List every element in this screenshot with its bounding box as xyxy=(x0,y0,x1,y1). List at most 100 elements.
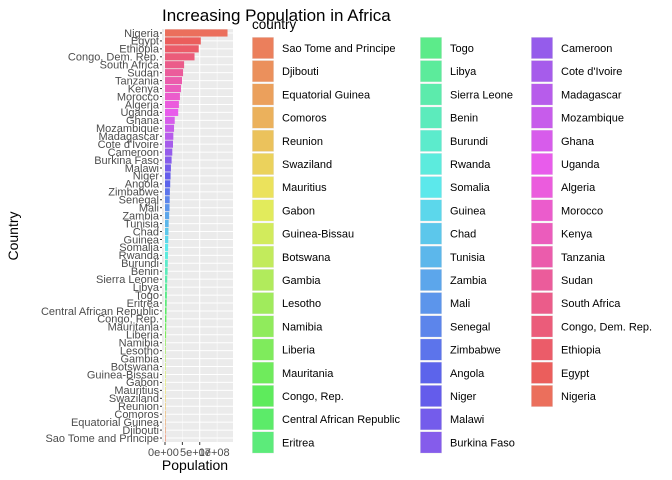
y-tick-label: Gambia xyxy=(120,353,159,365)
bar xyxy=(165,259,168,267)
legend-swatch xyxy=(420,83,442,105)
bar xyxy=(165,283,168,291)
bar xyxy=(165,196,170,204)
bar xyxy=(165,172,171,180)
bar xyxy=(165,61,185,69)
legend-label: Congo, Rep. xyxy=(282,391,344,403)
legend-swatch xyxy=(420,176,442,198)
y-tick-label: Guinea-Bissau xyxy=(87,369,159,381)
legend-label: Gambia xyxy=(282,275,321,287)
y-tick-label: Morocco xyxy=(117,91,159,103)
y-tick-label: Mozambique xyxy=(96,123,159,135)
legend-label: South Africa xyxy=(561,298,621,310)
legend-label: Madagascar xyxy=(561,89,622,101)
bar xyxy=(165,204,170,212)
legend-swatch xyxy=(531,153,553,175)
y-tick-label: Madagascar xyxy=(98,131,159,143)
legend-swatch xyxy=(420,362,442,384)
legend-swatch xyxy=(420,269,442,291)
legend-swatch xyxy=(252,83,274,105)
y-tick-label: Chad xyxy=(133,226,159,238)
y-tick-label: Reunion xyxy=(118,401,159,413)
y-tick-label: Lesotho xyxy=(120,345,159,357)
legend-label: Egypt xyxy=(561,368,589,380)
y-tick-label: Sierra Leone xyxy=(96,274,159,286)
bar xyxy=(165,426,166,434)
legend-label: Burundi xyxy=(450,136,488,148)
bar xyxy=(165,37,201,45)
x-tick-label: 5e+07 xyxy=(180,447,211,459)
legend-label: Nigeria xyxy=(561,391,597,403)
legend-label: Guinea xyxy=(450,205,486,217)
legend-label: Comoros xyxy=(282,113,327,125)
legend-swatch xyxy=(531,385,553,407)
bar xyxy=(165,188,170,196)
legend-label: Central African Republic xyxy=(282,414,401,426)
legend-label: Swaziland xyxy=(282,159,332,171)
bar xyxy=(165,243,169,251)
y-tick-label: Niger xyxy=(133,171,160,183)
y-tick-label: Mauritania xyxy=(108,322,160,334)
bar xyxy=(165,164,171,172)
legend-swatch xyxy=(420,385,442,407)
y-tick-label: Angola xyxy=(125,179,160,191)
legend-swatch xyxy=(531,107,553,129)
y-tick-label: Cameroon xyxy=(108,147,159,159)
legend-swatch xyxy=(252,362,274,384)
y-tick-label: Congo, Dem. Rep. xyxy=(68,52,159,64)
legend-swatch xyxy=(420,153,442,175)
y-axis-title: Country xyxy=(5,211,21,260)
bar xyxy=(165,148,173,156)
legend-swatch xyxy=(420,130,442,152)
bar xyxy=(165,355,166,363)
legend-label: Equatorial Guinea xyxy=(282,89,371,101)
bar xyxy=(165,315,167,323)
y-tick-label: Mali xyxy=(139,203,159,215)
bar xyxy=(165,402,166,410)
bar xyxy=(165,227,169,236)
legend-label: Senegal xyxy=(450,321,490,333)
legend-label: Namibia xyxy=(282,321,323,333)
legend-label: Tunisia xyxy=(450,252,486,264)
bar xyxy=(165,434,166,442)
bar xyxy=(165,84,181,93)
legend-swatch xyxy=(252,385,274,407)
legend-label: Togo xyxy=(450,43,474,55)
legend-title: country xyxy=(252,17,297,32)
y-tick-label: Somalia xyxy=(119,242,160,254)
bar xyxy=(165,108,179,116)
y-tick-label: Zimbabwe xyxy=(108,187,159,199)
legend-label: Morocco xyxy=(561,205,603,217)
legend-label: Sierra Leone xyxy=(450,89,513,101)
legend-label: Lesotho xyxy=(282,298,321,310)
legend-swatch xyxy=(531,246,553,268)
bar xyxy=(165,77,183,85)
y-tick-label: Burundi xyxy=(121,258,159,270)
bar xyxy=(165,235,169,244)
x-axis-title: Population xyxy=(162,457,228,473)
y-tick-label: Central African Republic xyxy=(41,306,160,318)
y-tick-label: Zambia xyxy=(122,210,160,222)
legend-swatch xyxy=(252,269,274,291)
x-tick-label: 1e+08 xyxy=(199,447,230,459)
legend-swatch xyxy=(252,431,274,453)
x-tick-label: 0e+00 xyxy=(148,447,179,459)
legend-label: Guinea-Bissau xyxy=(282,229,354,241)
legend-label: Ethiopia xyxy=(561,345,602,357)
bar xyxy=(165,378,166,387)
y-tick-label: Guinea xyxy=(124,234,160,246)
y-tick-label: Egypt xyxy=(131,36,159,48)
legend-swatch xyxy=(531,130,553,152)
y-tick-label: Kenya xyxy=(128,83,160,95)
y-tick-label: Sudan xyxy=(127,67,159,79)
legend-swatch xyxy=(252,130,274,152)
legend-swatch xyxy=(252,176,274,198)
bar xyxy=(165,100,179,109)
legend-swatch xyxy=(531,315,553,337)
legend-swatch xyxy=(252,199,274,221)
legend-swatch xyxy=(531,176,553,198)
y-tick-label: Gabon xyxy=(126,377,159,389)
legend-swatch xyxy=(420,292,442,314)
legend-label: Zimbabwe xyxy=(450,345,501,357)
